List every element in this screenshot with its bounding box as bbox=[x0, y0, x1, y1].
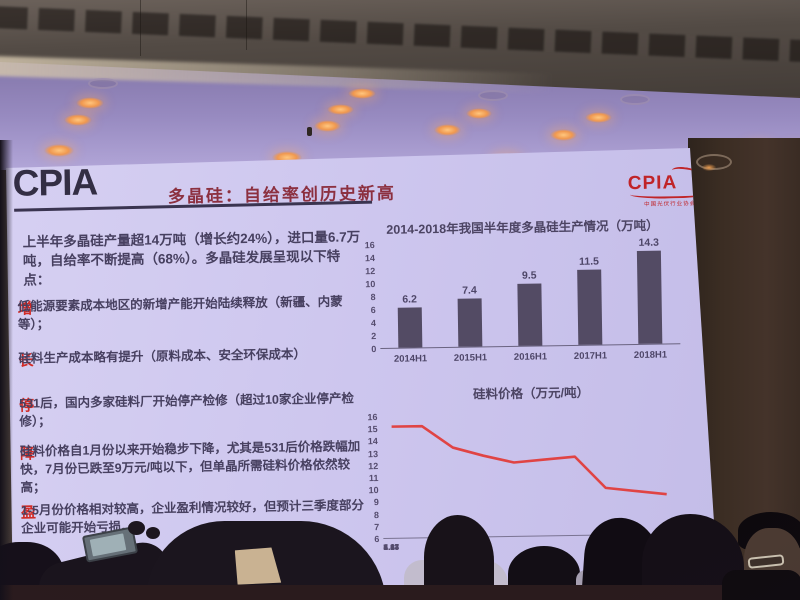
feature-text: 硅料生产成本略有提升（原料成本、安全环保成本） bbox=[18, 347, 307, 366]
hand-finger bbox=[146, 527, 160, 539]
bar-ytick-label: 12 bbox=[365, 266, 376, 277]
bar-value-label: 6.2 bbox=[402, 293, 417, 306]
ceiling-sprinkler bbox=[307, 127, 312, 136]
bar-value-label: 9.5 bbox=[521, 269, 537, 283]
line-ytick-label: 8 bbox=[373, 509, 380, 520]
ceiling-light-ring bbox=[478, 90, 508, 101]
ceiling-light bbox=[64, 114, 92, 126]
bar bbox=[457, 298, 483, 347]
feature-item-ying: 盈 1-5月份价格相对较高，企业盈利情况较好，但预计三季度部分企业可能开始亏损。 bbox=[21, 497, 365, 535]
ceiling-vent-strip bbox=[0, 6, 800, 63]
line-ytick-label: 6 bbox=[374, 534, 380, 545]
ceiling-light bbox=[550, 129, 577, 141]
feature-text: 硅料价格自1月份以来开始稳步下降，尤其是531后价格跌幅加快，7月份已跌至9万元… bbox=[19, 439, 361, 495]
bar-value-label: 11.5 bbox=[579, 255, 600, 269]
feature-item-ting: 停 531后，国内多家硅料厂开始停产检修（超过10家企业停产检修）； bbox=[19, 390, 363, 428]
ceiling-light bbox=[76, 97, 104, 109]
bar-ytick-label: 4 bbox=[370, 318, 377, 329]
audience-shoulder bbox=[722, 570, 800, 600]
ceiling-light bbox=[44, 144, 74, 157]
bar-value-label: 7.4 bbox=[462, 284, 477, 297]
price-line-svg bbox=[391, 424, 667, 496]
bar-category-label: 2017H1 bbox=[573, 350, 608, 362]
feature-text: 531后，国内多家硅料厂开始停产检修（超过10家企业停产检修）； bbox=[19, 391, 355, 429]
line-chart-plot: 16 15 14 13 12 11 10 9 8 7 6 bbox=[367, 412, 678, 544]
cpia-logo-text: CPIA bbox=[12, 161, 98, 204]
ceiling-light bbox=[314, 120, 341, 132]
bar-ytick-label: 10 bbox=[365, 279, 376, 290]
bar-ytick-label: 14 bbox=[364, 253, 376, 264]
bar-category-label: 2015H1 bbox=[453, 352, 488, 364]
bar-category-label: 2016H1 bbox=[513, 351, 548, 363]
smartphone-screen bbox=[89, 533, 127, 557]
bar-chart-title: 2014-2018年我国半年度多晶硅生产情况（万吨） bbox=[386, 218, 659, 237]
slide-title: 多晶硅：自给率创历史新高 bbox=[167, 183, 397, 207]
bar bbox=[577, 269, 603, 345]
ceiling-wire bbox=[246, 0, 247, 50]
bar bbox=[517, 283, 543, 346]
slide: CPIA 多晶硅：自给率创历史新高 CPIA 中国光伏行业协会 上半年多晶硅产量… bbox=[6, 148, 719, 600]
ceiling-wire bbox=[140, 0, 141, 56]
ceiling-light bbox=[585, 112, 612, 123]
line-ytick-label: 15 bbox=[367, 424, 378, 435]
bar-ytick-label: 6 bbox=[370, 305, 376, 316]
bar-ytick-label: 0 bbox=[371, 344, 377, 355]
line-ytick-label: 9 bbox=[373, 497, 379, 508]
line-xtick-label: 7.27 bbox=[383, 542, 400, 552]
ceiling-light bbox=[466, 108, 492, 119]
line-chart-title: 硅料价格（万元/吨） bbox=[472, 385, 590, 402]
bar-ytick-label: 2 bbox=[371, 331, 377, 342]
line-ytick-label: 14 bbox=[367, 436, 378, 447]
photo-left-edge bbox=[0, 140, 13, 600]
bar bbox=[397, 307, 423, 348]
line-ytick-label: 12 bbox=[368, 460, 379, 471]
intro-paragraph: 上半年多晶硅产量超14万吨（增长约24%），进口量6.7万吨，自给率不断提高（6… bbox=[22, 229, 361, 288]
stage-strip bbox=[0, 585, 800, 600]
line-ytick-label: 16 bbox=[367, 412, 378, 423]
ceiling-light bbox=[348, 88, 376, 99]
bar-chart-plot: 16 14 12 10 8 6 4 2 0 6.2 2014H1 7.4 2015H1 9.5 2016H1… bbox=[365, 236, 681, 365]
feature-item-jiang: 降硅料价格自1月份以来开始稳步下降，尤其是531后价格跌幅加快，7月份已跌至9万… bbox=[20, 438, 364, 494]
price-line bbox=[391, 424, 667, 496]
ceiling-light-ring bbox=[620, 94, 650, 105]
ceiling-light bbox=[327, 104, 354, 115]
hand-finger bbox=[128, 521, 145, 535]
bar-ytick-label: 16 bbox=[364, 240, 375, 251]
wall-recessed-light-glow bbox=[702, 164, 716, 171]
ceiling-light-ring bbox=[88, 78, 118, 89]
feature-item-chang: 长硅料生产成本略有提升（原料成本、安全环保成本） bbox=[18, 345, 362, 370]
feature-text: 低能源要素成本地区的新增产能开始陆续释放（新疆、内蒙等）； bbox=[17, 294, 343, 332]
bar-category-label: 2014H1 bbox=[393, 353, 428, 365]
bar-category-label: 2018H1 bbox=[633, 349, 668, 362]
line-ytick-label: 11 bbox=[368, 473, 379, 484]
bar bbox=[636, 250, 663, 344]
feature-item-zeng: 增低能源要素成本地区的新增产能开始陆续释放（新疆、内蒙等）； bbox=[18, 293, 362, 332]
line-ytick-label: 13 bbox=[367, 448, 379, 459]
line-ytick-label: 10 bbox=[368, 485, 379, 496]
ceiling-light bbox=[434, 124, 461, 136]
bar-value-label: 14.3 bbox=[638, 236, 660, 249]
line-ytick-label: 7 bbox=[374, 521, 380, 532]
bar-ytick-label: 8 bbox=[370, 292, 376, 303]
